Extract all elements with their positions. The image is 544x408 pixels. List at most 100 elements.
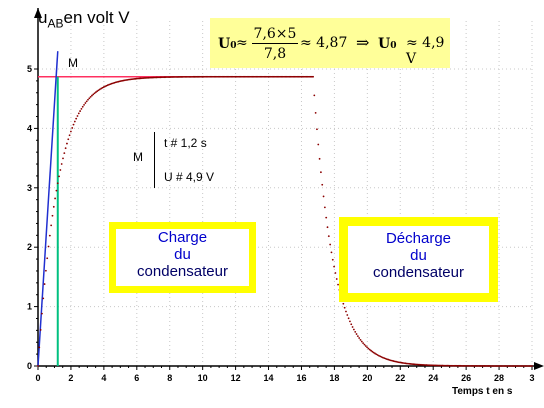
x-tick-label: 3 [529, 373, 534, 383]
curve-point-charge [264, 75, 267, 78]
curve-point-charge [144, 77, 147, 79]
curve-point-charge [304, 75, 306, 78]
curve-point-charge [201, 75, 204, 78]
curve-point-charge [222, 75, 225, 78]
curve-point-discharge [528, 365, 531, 367]
curve-point-discharge [466, 364, 469, 367]
curve-point-discharge [321, 183, 324, 186]
curve-point-charge [298, 75, 301, 78]
curve-point-charge [73, 120, 76, 123]
curve-point-discharge [527, 365, 529, 367]
charge-line3: condensateur [137, 263, 228, 280]
curve-point-discharge [325, 216, 328, 219]
discharge-line1: Décharge [385, 230, 452, 247]
curve-point-discharge [354, 330, 357, 333]
curve-point-discharge [491, 365, 494, 367]
curve-point-charge [66, 142, 68, 145]
info-bracket [154, 132, 155, 188]
curve-point-discharge [422, 364, 425, 366]
curve-point-discharge [499, 365, 502, 367]
formula-implies: ⇒ [356, 33, 370, 52]
curve-point-charge [248, 75, 251, 78]
curve-point-charge [263, 75, 266, 78]
curve-point-discharge [509, 365, 512, 367]
curve-point-discharge [477, 365, 479, 367]
curve-point-discharge [451, 364, 454, 367]
formula-result2: ≈ 4,9 V [406, 35, 445, 67]
x-tick-label: 4 [101, 373, 106, 383]
curve-point-charge [180, 76, 183, 78]
curve-point-discharge [475, 365, 478, 367]
curve-point-discharge [459, 364, 462, 367]
curve-point-charge [210, 75, 213, 78]
curve-point-charge [175, 76, 178, 78]
formula-box: U0 ≈ 7,6×5 7,8 ≈ 4,87 ⇒ U0 ≈ 4,9 V [210, 18, 450, 68]
curve-point-charge [37, 365, 39, 367]
charge-line1: Charge [157, 229, 208, 246]
curve-point-discharge [313, 94, 316, 97]
curve-point-discharge [413, 363, 416, 366]
curve-point-discharge [469, 364, 471, 367]
curve-point-discharge [356, 335, 359, 338]
curve-point-discharge [317, 143, 320, 146]
curve-point-charge [208, 75, 210, 78]
curve-point-charge [58, 175, 60, 178]
curve-point-charge [198, 75, 201, 78]
curve-point-discharge [512, 365, 515, 367]
curve-point-charge [101, 86, 104, 89]
curve-point-discharge [440, 364, 442, 367]
curve-point-discharge [346, 314, 349, 316]
curve-point-discharge [345, 310, 347, 313]
curve-point-discharge [465, 364, 467, 367]
formula-u0: U0 [218, 36, 237, 52]
curve-point-charge [181, 76, 184, 78]
curve-point-discharge [342, 302, 345, 305]
curve-point-charge [216, 75, 218, 78]
curve-point-charge [93, 92, 96, 95]
curve-point-discharge [368, 348, 371, 351]
discharge-line3: condensateur [373, 264, 464, 281]
curve-point-charge [151, 76, 154, 79]
curve-point-discharge [376, 354, 379, 356]
formula-fraction: 7,6×5 7,8 [252, 26, 298, 62]
curve-point-discharge [444, 364, 446, 367]
curve-point-discharge [521, 365, 524, 367]
curve-point-discharge [507, 365, 510, 367]
curve-point-discharge [362, 342, 365, 345]
curve-point-charge [243, 75, 246, 78]
x-tick-label: 18 [329, 373, 339, 383]
discharge-line2: du [410, 247, 427, 264]
x-tick-label: 16 [296, 373, 306, 383]
curve-point-discharge [529, 365, 532, 367]
curve-point-discharge [421, 363, 424, 366]
curve-point-discharge [508, 365, 511, 367]
curve-point-charge [76, 115, 79, 117]
curve-point-charge [284, 75, 287, 78]
y-tick-label: 5 [27, 64, 32, 74]
curve-point-discharge [366, 346, 368, 349]
curve-point-charge [47, 245, 50, 248]
curve-point-charge [305, 75, 308, 78]
curve-point-discharge [450, 364, 453, 367]
curve-point-charge [171, 76, 174, 78]
curve-point-discharge [447, 364, 450, 367]
curve-point-charge [256, 75, 259, 78]
curve-point-discharge [482, 365, 485, 367]
curve-point-discharge [412, 363, 415, 366]
curve-point-discharge [407, 362, 409, 365]
curve-point-charge [204, 75, 207, 78]
curve-point-discharge [358, 337, 361, 339]
curve-point-charge [267, 75, 270, 78]
curve-point-charge [234, 75, 237, 78]
curve-point-discharge [408, 362, 411, 365]
curve-point-discharge [462, 364, 465, 367]
curve-point-discharge [418, 363, 421, 366]
curve-point-discharge [326, 226, 329, 229]
point-m-label: M [68, 56, 78, 70]
curve-point-charge [89, 95, 92, 98]
curve-point-charge [200, 75, 203, 78]
curve-point-discharge [519, 365, 522, 367]
curve-point-charge [297, 75, 300, 78]
curve-point-charge [77, 112, 80, 115]
curve-point-charge [229, 75, 232, 78]
